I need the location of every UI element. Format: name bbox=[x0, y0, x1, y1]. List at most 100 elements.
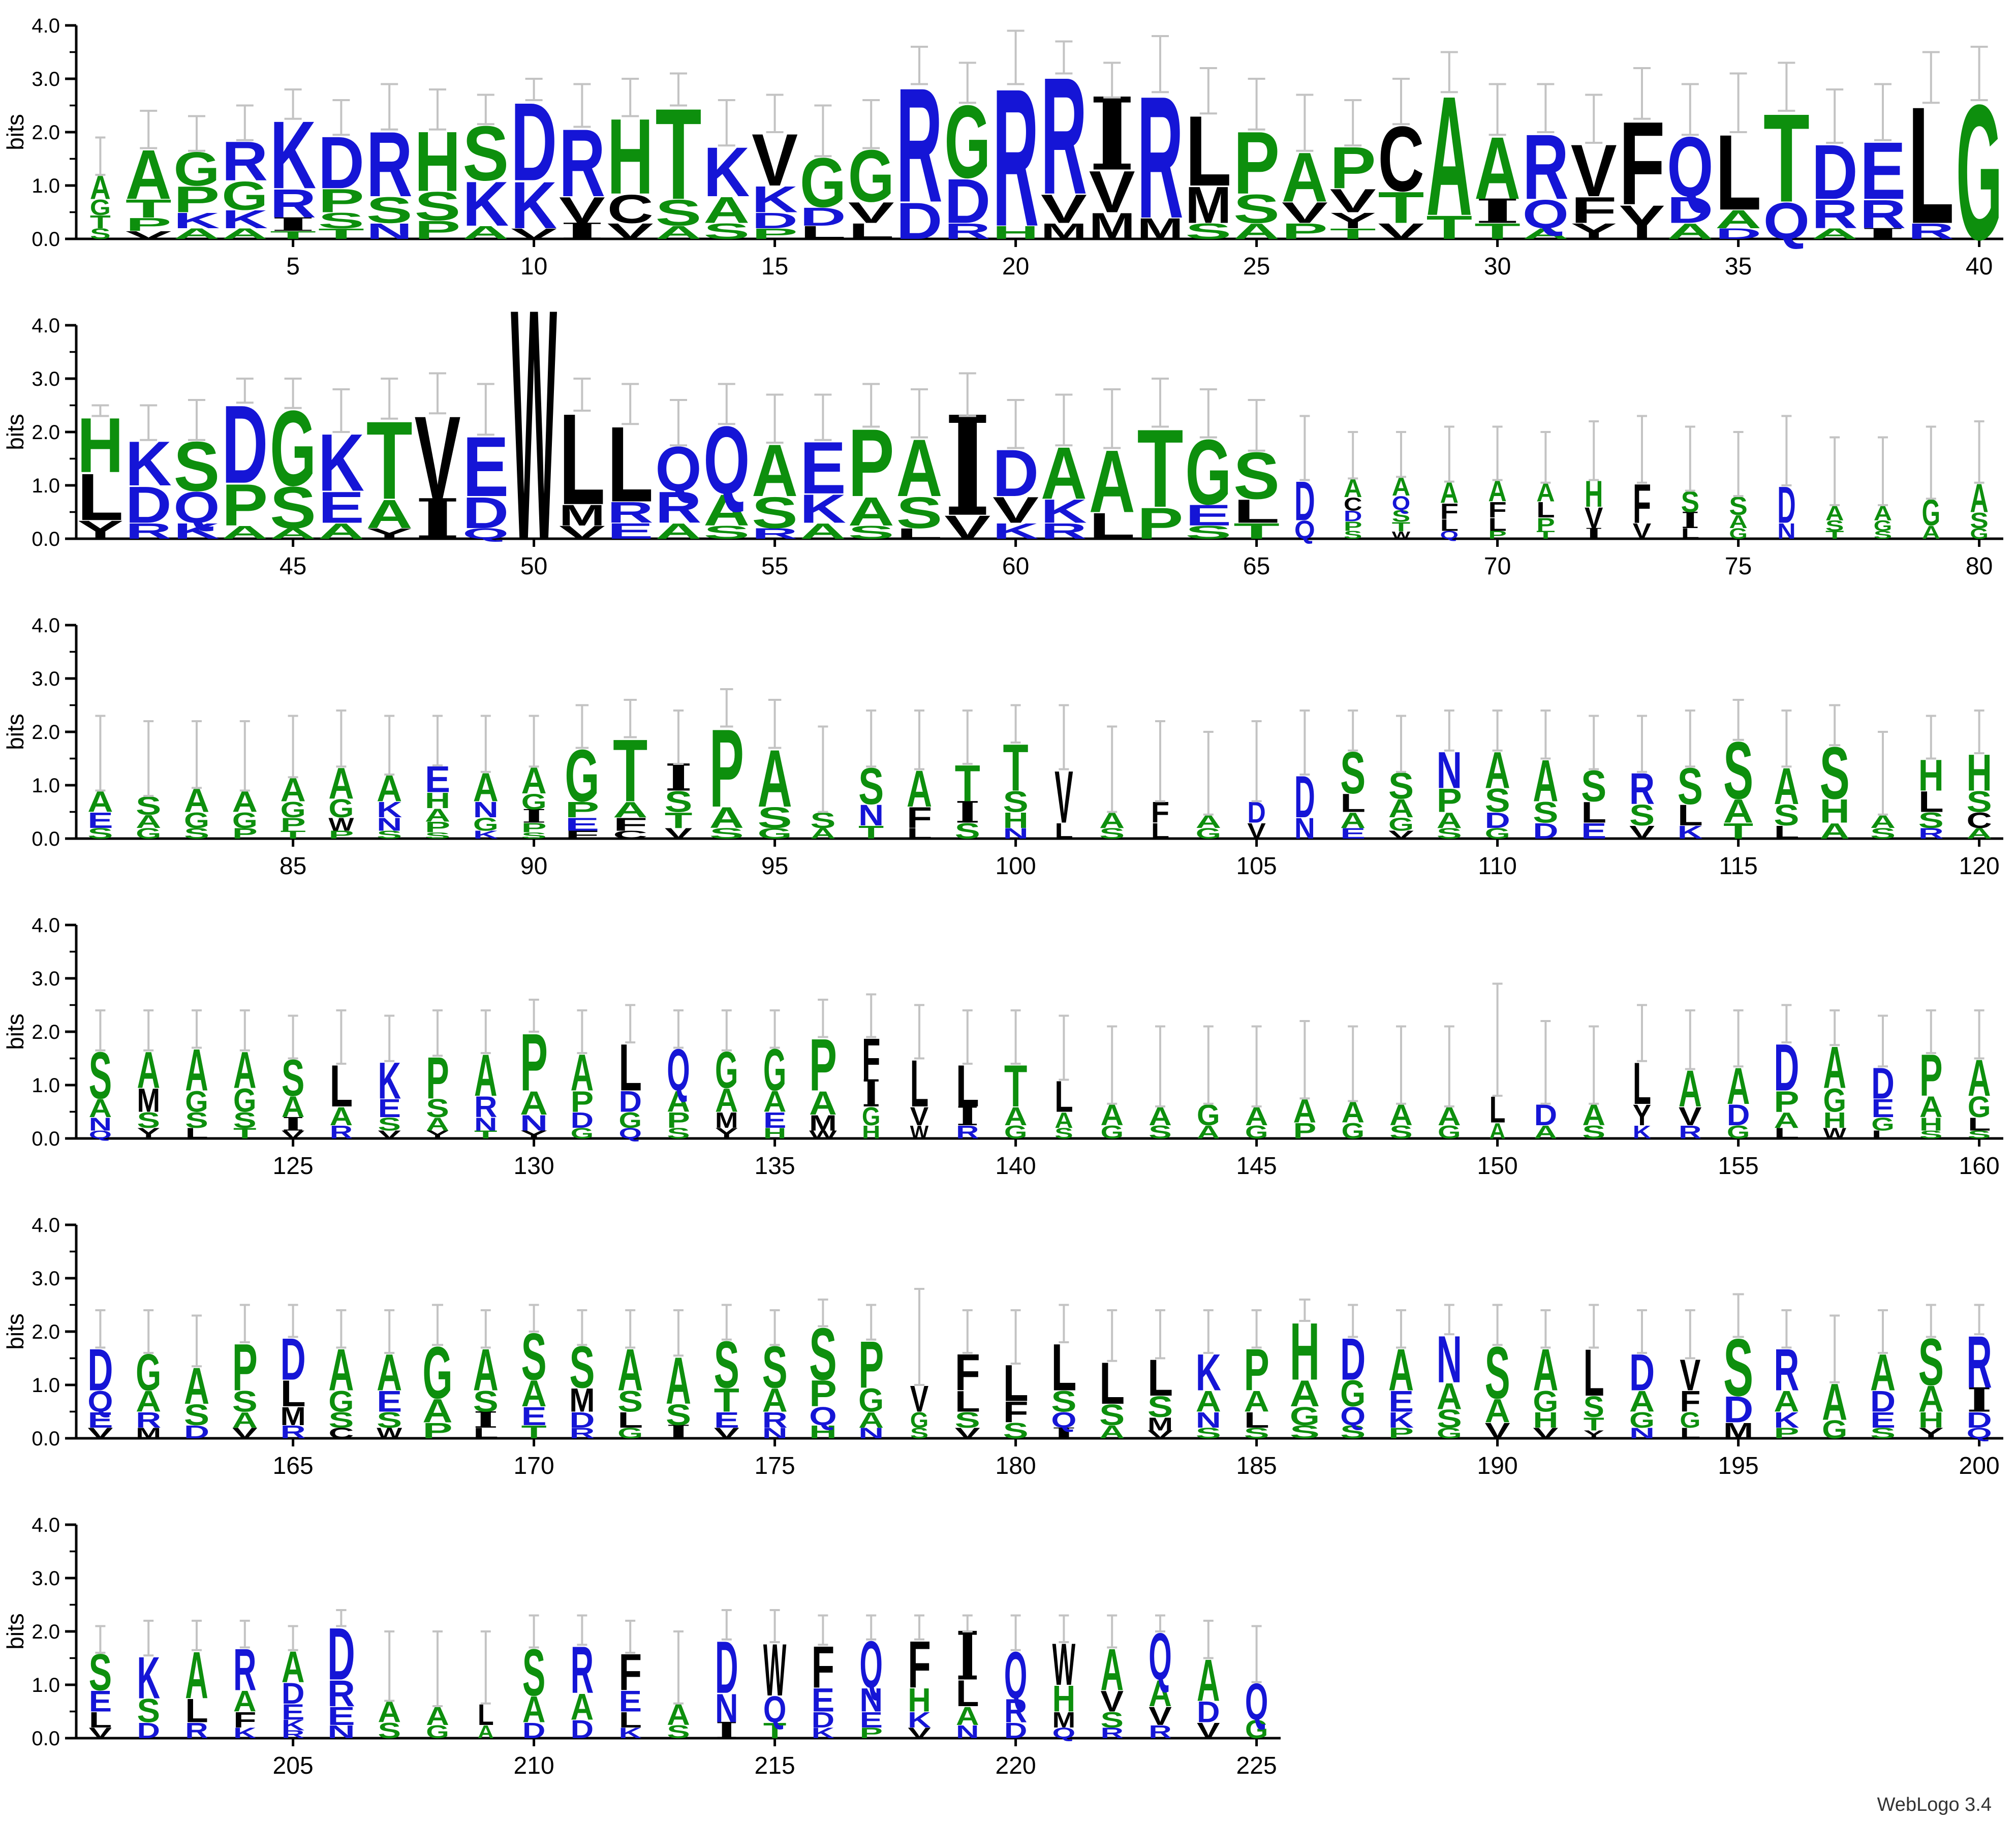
logo-letter: R bbox=[1041, 519, 1087, 544]
logo-letter: M bbox=[559, 499, 605, 532]
logo-letter: A bbox=[522, 1689, 546, 1731]
x-tick-label: 115 bbox=[1719, 853, 1758, 880]
logo-letter: L bbox=[1340, 788, 1366, 818]
logo-letter: M bbox=[569, 1382, 595, 1419]
logo-letter: L bbox=[1054, 819, 1073, 844]
logo-letter: V bbox=[89, 1725, 112, 1742]
logo-letter: S bbox=[1629, 798, 1655, 831]
logo-letter: E bbox=[87, 808, 113, 832]
logo-letter: G bbox=[1290, 1402, 1320, 1431]
logo-letter: T bbox=[665, 808, 693, 833]
logo-letter: G bbox=[1533, 1385, 1558, 1418]
logo-letter: D bbox=[282, 1677, 305, 1710]
logo-letter: S bbox=[896, 488, 942, 538]
logo-letter: G bbox=[328, 794, 354, 823]
logo-letter: R bbox=[1859, 192, 1906, 237]
logo-letter: K bbox=[1388, 1407, 1414, 1432]
logo-letter: A bbox=[89, 1094, 112, 1123]
sequence-logo-svg: 0.0 1.0 2.0 3.0 4.0 bits 165 170 175 180 185 190 195… bbox=[2, 1214, 2003, 1479]
y-axis-label: bits bbox=[2, 1013, 28, 1050]
logo-letter: V bbox=[1197, 1719, 1220, 1743]
logo-letter: H bbox=[1533, 1407, 1558, 1432]
x-tick-label: 90 bbox=[520, 853, 547, 880]
y-tick-label: 4.0 bbox=[32, 914, 60, 937]
logo-letter: C bbox=[1967, 808, 1992, 832]
logo-letter: Q bbox=[87, 1385, 113, 1418]
logo-letter: G bbox=[1970, 525, 1988, 542]
logo-letter: D bbox=[126, 476, 172, 534]
logo-letter: I bbox=[666, 1422, 691, 1443]
logo-letter: K bbox=[1678, 822, 1703, 843]
logo-letter: A bbox=[1723, 793, 1753, 830]
logo-letter: P bbox=[126, 214, 172, 235]
logo-letter: A bbox=[1729, 511, 1747, 532]
logo-letter: M bbox=[715, 1108, 738, 1133]
logo-letter: G bbox=[1100, 1122, 1124, 1143]
logo-letter: V bbox=[607, 219, 654, 244]
logo-letter: V bbox=[1089, 159, 1135, 225]
logo-letter: V bbox=[944, 508, 990, 546]
logo-letter: P bbox=[422, 1418, 452, 1443]
logo-letter: S bbox=[667, 1721, 690, 1742]
logo-letter: R bbox=[330, 1122, 353, 1143]
logo-letter: S bbox=[328, 1407, 354, 1432]
x-tick-label: 205 bbox=[273, 1752, 314, 1779]
logo-letter: R bbox=[1908, 219, 1954, 244]
logo-letter: V bbox=[1485, 1418, 1511, 1443]
logo-letter: Y bbox=[1619, 195, 1665, 249]
logo-letter: S bbox=[1233, 186, 1280, 232]
logo-letter: S bbox=[378, 1719, 401, 1743]
logo-letter: A bbox=[703, 190, 750, 231]
x-tick-label: 50 bbox=[520, 553, 547, 580]
logo-letter: E bbox=[1185, 499, 1231, 532]
logo-letter: E bbox=[327, 1702, 355, 1731]
logo-letter: K bbox=[173, 519, 220, 544]
logo-letter: T bbox=[1330, 226, 1376, 242]
logo-letter: V bbox=[1533, 1425, 1559, 1442]
logo-letter: A bbox=[1922, 522, 1940, 543]
logo-letter: G bbox=[1196, 825, 1221, 842]
y-tick-label: 3.0 bbox=[32, 368, 60, 390]
logo-letter: V bbox=[1041, 186, 1087, 232]
x-tick-label: 145 bbox=[1236, 1153, 1277, 1180]
logo-letter: N bbox=[1294, 812, 1315, 845]
logo-letter: S bbox=[655, 192, 701, 233]
logo-letter: P bbox=[1388, 1425, 1414, 1442]
logo-letter: P bbox=[1536, 514, 1555, 535]
logo-letter: P bbox=[565, 797, 599, 822]
logo-letter: R bbox=[956, 1122, 979, 1143]
logo-letter: T bbox=[281, 829, 306, 841]
logo-letter: R bbox=[185, 1719, 208, 1743]
logo-letter: P bbox=[222, 472, 268, 538]
logo-letter: A bbox=[655, 222, 701, 243]
logo-letter: S bbox=[366, 190, 413, 231]
y-tick-label: 1.0 bbox=[32, 1074, 60, 1097]
logo-letter: T bbox=[270, 229, 316, 241]
logo-letter: S bbox=[752, 488, 798, 538]
logo-letter: S bbox=[667, 1125, 690, 1142]
logo-letter: R bbox=[270, 181, 316, 227]
logo-letter: F bbox=[907, 801, 932, 834]
logo-letter: L bbox=[800, 222, 846, 243]
x-tick-label: 195 bbox=[1718, 1453, 1759, 1479]
y-tick-label: 4.0 bbox=[32, 15, 60, 37]
logo-letter: N bbox=[858, 1425, 884, 1442]
logo-letter: H bbox=[1052, 1678, 1076, 1720]
x-tick-label: 40 bbox=[1966, 253, 1993, 280]
logo-letter: V bbox=[378, 1128, 401, 1141]
logo-letter: E bbox=[89, 1685, 112, 1718]
x-tick-label: 165 bbox=[273, 1453, 314, 1479]
logo-letter: A bbox=[1004, 1102, 1028, 1131]
logo-letter: P bbox=[809, 1373, 837, 1414]
logo-letter: P bbox=[571, 1086, 594, 1119]
logo-letter: S bbox=[90, 226, 111, 242]
logo-letter: I bbox=[282, 1113, 305, 1135]
logo-letter: A bbox=[762, 1382, 788, 1419]
logo-letter: W bbox=[1392, 530, 1411, 541]
logo-letter: V bbox=[282, 1128, 305, 1141]
logo-letter: G bbox=[185, 1086, 208, 1119]
logo-letter: K bbox=[1633, 1122, 1651, 1143]
logo-letter: N bbox=[1629, 1425, 1655, 1442]
